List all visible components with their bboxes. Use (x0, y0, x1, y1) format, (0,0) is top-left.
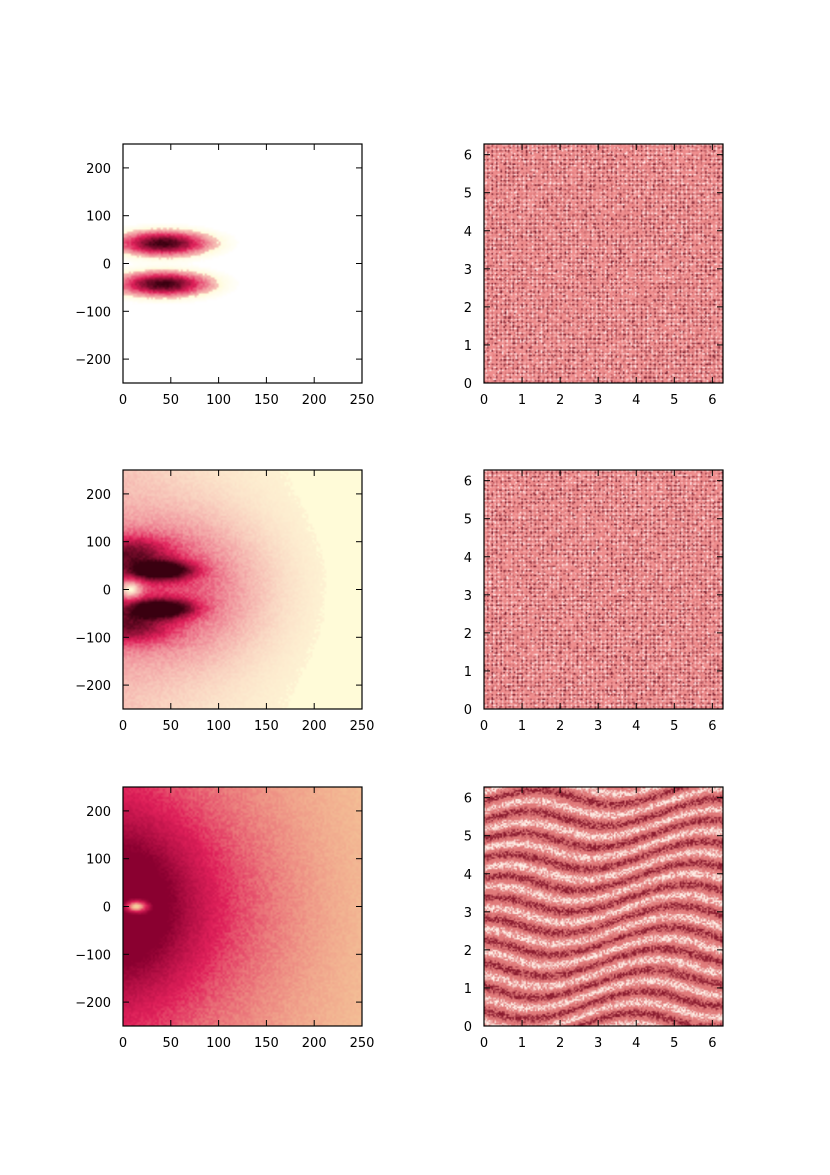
y-tick-label: 5 (464, 830, 472, 845)
x-tick-label: 200 (302, 719, 327, 734)
y-tick-label: −200 (75, 679, 111, 694)
y-tick-label: 0 (464, 377, 472, 392)
y-tick-label: 1 (464, 665, 472, 680)
x-tick-label: 100 (206, 1036, 231, 1051)
x-tick-label: 0 (119, 393, 127, 408)
y-tick-label: 6 (464, 149, 472, 164)
x-tick-label: 100 (206, 393, 231, 408)
x-tick-label: 1 (518, 393, 526, 408)
panel-r3-c1: 0 50 100 150 200 250 −200 −100 0 100 200 (75, 786, 375, 1051)
y-tick-label: 0 (103, 584, 111, 599)
x-tick-label: 0 (480, 719, 488, 734)
heatmap-image (484, 144, 723, 383)
y-tick-label: 200 (86, 162, 111, 177)
x-tick-label: 4 (632, 393, 640, 408)
x-tick-label: 1 (518, 719, 526, 734)
y-tick-label: 4 (464, 551, 472, 566)
x-tick-label: 0 (480, 393, 488, 408)
y-tick-label: 5 (464, 187, 472, 202)
x-tick-label: 250 (350, 1036, 375, 1051)
y-tick-label: 0 (464, 1020, 472, 1035)
x-tick-label: 50 (163, 719, 180, 734)
plot-frame (483, 143, 724, 384)
y-tick-label: 100 (86, 853, 111, 868)
x-tick-label: 100 (206, 719, 231, 734)
y-tick-label: −100 (75, 305, 111, 320)
panel-r3-c2: 0 1 2 3 4 5 6 0 1 2 3 4 5 6 (464, 786, 724, 1051)
y-tick-label: 4 (464, 225, 472, 240)
panel-r2-c2: 0 1 2 3 4 5 6 0 1 2 3 4 5 6 (464, 469, 724, 734)
y-tick-label: 2 (464, 301, 472, 316)
y-tick-label: 100 (86, 536, 111, 551)
x-tick-label: 6 (708, 393, 716, 408)
x-tick-label: 250 (350, 393, 375, 408)
x-tick-label: 150 (254, 393, 279, 408)
y-tick-label: 2 (464, 944, 472, 959)
x-tick-label: 50 (163, 1036, 180, 1051)
x-tick-label: 5 (670, 719, 678, 734)
panel-r1-c2: 0 1 2 3 4 5 6 0 1 2 3 4 5 6 (464, 143, 724, 408)
x-tick-label: 3 (594, 1036, 602, 1051)
heatmap-image (123, 470, 362, 709)
x-tick-label: 4 (632, 719, 640, 734)
x-tick-label: 5 (670, 1036, 678, 1051)
y-tick-label: 6 (464, 792, 472, 807)
x-tick-label: 5 (670, 393, 678, 408)
y-tick-label: 3 (464, 589, 472, 604)
x-tick-label: 6 (708, 719, 716, 734)
x-tick-label: 2 (556, 393, 564, 408)
x-tick-label: 0 (119, 719, 127, 734)
y-tick-label: 0 (103, 901, 111, 916)
x-tick-label: 2 (556, 719, 564, 734)
x-tick-label: 3 (594, 719, 602, 734)
y-tick-label: 200 (86, 805, 111, 820)
y-tick-label: 3 (464, 906, 472, 921)
x-tick-label: 200 (302, 1036, 327, 1051)
x-tick-label: 200 (302, 393, 327, 408)
panel-r1-c1: 0 50 100 150 200 250 −200 −100 0 100 200 (75, 143, 375, 408)
y-tick-label: 1 (464, 339, 472, 354)
y-tick-label: 100 (86, 210, 111, 225)
heatmap-image (123, 144, 362, 383)
y-tick-label: 2 (464, 627, 472, 642)
y-tick-label: −200 (75, 996, 111, 1011)
x-tick-label: 150 (254, 719, 279, 734)
x-tick-label: 0 (119, 1036, 127, 1051)
y-tick-label: −100 (75, 631, 111, 646)
y-tick-label: 5 (464, 513, 472, 528)
y-tick-label: 0 (103, 258, 111, 273)
y-tick-label: 200 (86, 488, 111, 503)
x-tick-label: 150 (254, 1036, 279, 1051)
x-tick-label: 1 (518, 1036, 526, 1051)
heatmap-image (484, 470, 723, 709)
plot-frame (483, 786, 724, 1027)
y-tick-label: 4 (464, 868, 472, 883)
y-tick-label: 6 (464, 475, 472, 490)
heatmap-image (484, 787, 723, 1026)
y-tick-label: 0 (464, 703, 472, 718)
y-tick-label: 3 (464, 263, 472, 278)
x-tick-label: 2 (556, 1036, 564, 1051)
panel-r2-c1: 0 50 100 150 200 250 −200 −100 0 100 200 (75, 469, 375, 734)
x-tick-label: 50 (163, 393, 180, 408)
heatmap-image (123, 787, 362, 1026)
x-tick-label: 4 (632, 1036, 640, 1051)
x-tick-label: 0 (480, 1036, 488, 1051)
x-tick-label: 250 (350, 719, 375, 734)
y-tick-label: 1 (464, 982, 472, 997)
x-tick-label: 6 (708, 1036, 716, 1051)
plot-frame (483, 469, 724, 710)
x-tick-label: 3 (594, 393, 602, 408)
y-tick-label: −100 (75, 948, 111, 963)
y-tick-label: −200 (75, 353, 111, 368)
